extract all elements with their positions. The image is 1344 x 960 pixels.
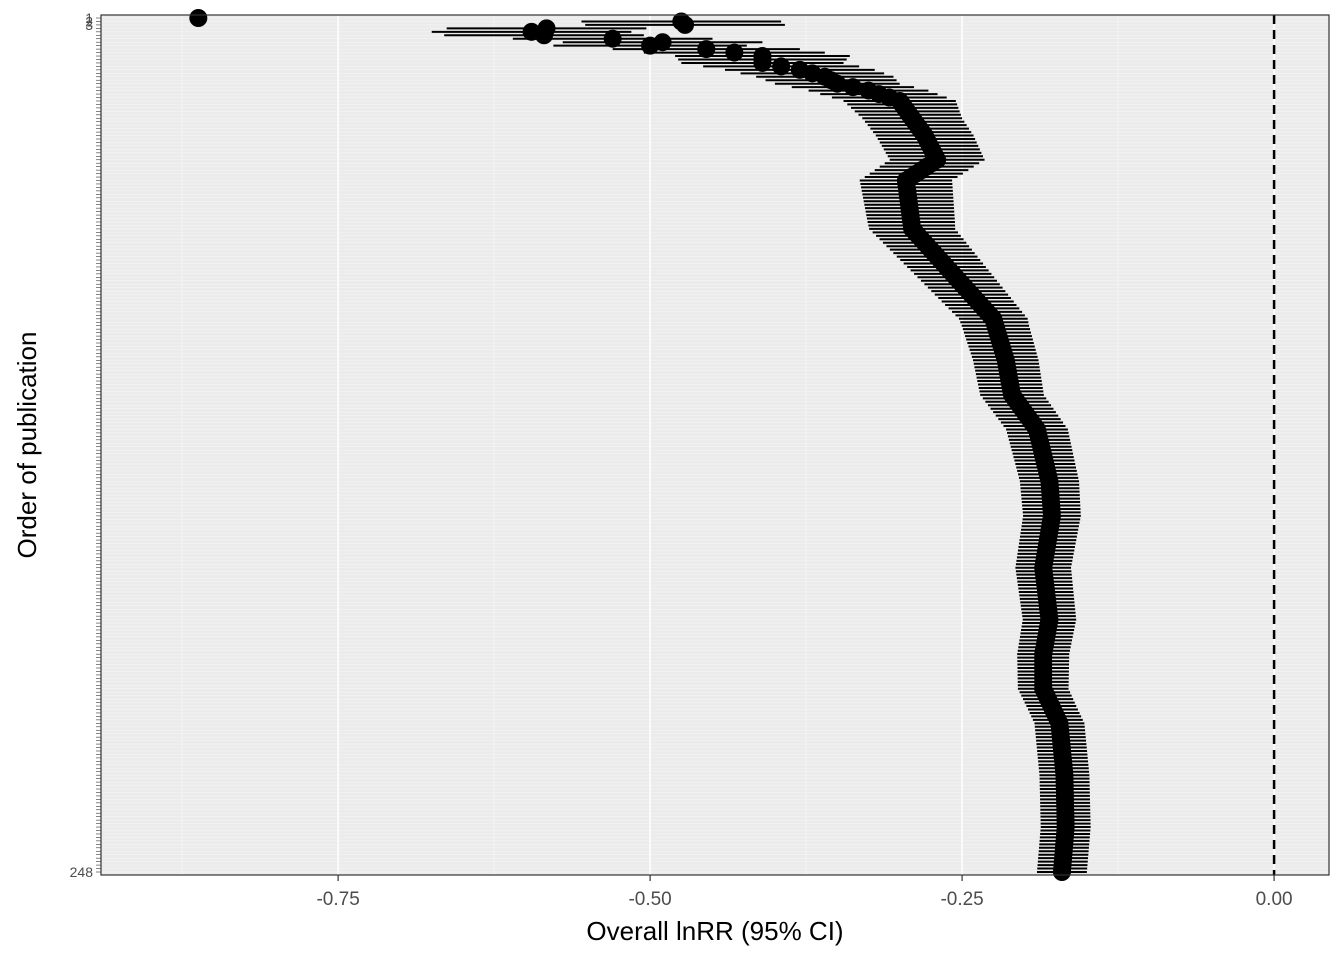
x-tick-label: -0.75 (316, 889, 359, 910)
point-estimate (676, 15, 695, 34)
point-estimate (828, 74, 847, 93)
plot-border (100, 14, 1330, 876)
point-estimate (603, 29, 622, 48)
point-estimate (641, 36, 660, 55)
y-tick-label: 3 (85, 17, 93, 33)
point-estimate (697, 40, 716, 59)
point-estimate (843, 78, 862, 97)
point-estimate (772, 57, 791, 76)
x-tick-label: 0.00 (1256, 889, 1293, 910)
point-estimate (725, 43, 744, 62)
y-axis: 123 248 (70, 10, 101, 880)
point-estimate (535, 26, 554, 45)
x-tick-label: -0.50 (628, 889, 671, 910)
x-axis: -0.75 -0.50 -0.25 0.00 (316, 875, 1293, 910)
plot-panel (101, 15, 1329, 875)
y-tick-label: 2 (85, 13, 93, 29)
x-axis-title: Overall lnRR (95% CI) (586, 916, 843, 946)
y-tick-label: 1 (85, 10, 93, 26)
y-axis-title: Order of publication (12, 332, 42, 559)
point-estimate (1052, 863, 1071, 881)
point-estimate (189, 9, 208, 27)
point-estimate (753, 53, 772, 72)
point-estimates (189, 9, 1075, 881)
x-tick-label: -0.25 (940, 889, 983, 910)
gridlines (101, 15, 1329, 875)
y-tick-label: 248 (70, 864, 94, 880)
